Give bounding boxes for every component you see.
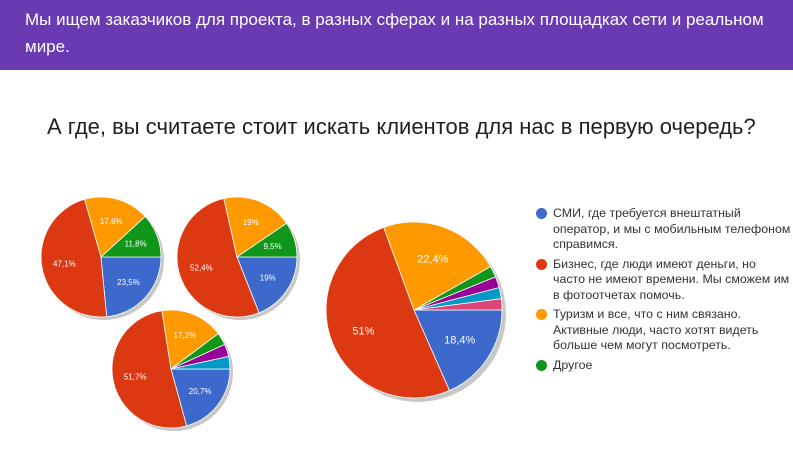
pie-slice	[236, 256, 298, 314]
pie-slice	[223, 196, 288, 258]
pie-slice	[161, 309, 219, 370]
pie-slice-label: 51,7%	[124, 373, 147, 382]
legend-item-other: Другое	[536, 358, 791, 374]
pie-slice-label: 9,5%	[263, 242, 281, 251]
pie-slice	[413, 298, 503, 311]
pie-slice	[325, 226, 450, 399]
legend-label: СМИ, где требуется внештатный оператор, …	[553, 206, 791, 251]
pie-slice	[383, 221, 492, 311]
pie-slice	[413, 309, 503, 392]
pie-slice-label: 18,4%	[444, 335, 475, 347]
pie-slice-label: 47,1%	[53, 260, 76, 269]
pie-slice-label: 17,6%	[100, 217, 123, 226]
header-banner: Мы ищем заказчиков для проекта, в разных…	[0, 0, 793, 70]
question-title: А где, вы считаете стоит искать клиентов…	[47, 114, 756, 139]
legend-dot-icon	[536, 258, 547, 270]
pie-slice-label: 51%	[352, 325, 374, 337]
legend-label: Другое	[553, 357, 593, 372]
legend-item-media: СМИ, где требуется внештатный оператор, …	[536, 206, 791, 253]
pie-slice-label: 23,5%	[117, 278, 140, 287]
legend-dot-icon	[536, 309, 547, 320]
pie-slice	[235, 222, 298, 258]
banner-text: Мы ищем заказчиков для проекта, в разных…	[25, 10, 764, 56]
pie-slice-label: 20,7%	[189, 387, 212, 396]
pie-slice-label: 22,4%	[417, 254, 448, 266]
legend-dot-icon	[536, 359, 547, 371]
pie-slice-label: 11,8%	[125, 239, 147, 248]
legend-item-business: Бизнес, где люди имеют деньги, но часто …	[536, 257, 791, 304]
pie-slice	[170, 368, 231, 427]
pie-slice-label: 17,2%	[173, 331, 196, 340]
pie-slice-label: 52,4%	[190, 264, 213, 273]
pie-slice-label: 19%	[260, 274, 276, 283]
pie-slice	[176, 197, 260, 318]
legend-label: Туризм и все, что с ним связано. Активны…	[553, 307, 759, 352]
pie-slice	[84, 196, 146, 258]
pie-slice-label: 19%	[243, 218, 259, 227]
pie-slice	[99, 215, 162, 258]
pie-slice	[111, 310, 188, 429]
legend-label: Бизнес, где люди имеют деньги, но часто …	[553, 256, 790, 302]
pie-slice	[100, 256, 162, 318]
legend-item-tourism: Туризм и все, что с ним связано. Активны…	[536, 307, 791, 354]
pie-slice	[40, 198, 108, 318]
chart-legend: СМИ, где требуется внештатный оператор, …	[536, 206, 791, 377]
pie-slice	[170, 355, 231, 370]
legend-dot-icon	[536, 208, 547, 219]
